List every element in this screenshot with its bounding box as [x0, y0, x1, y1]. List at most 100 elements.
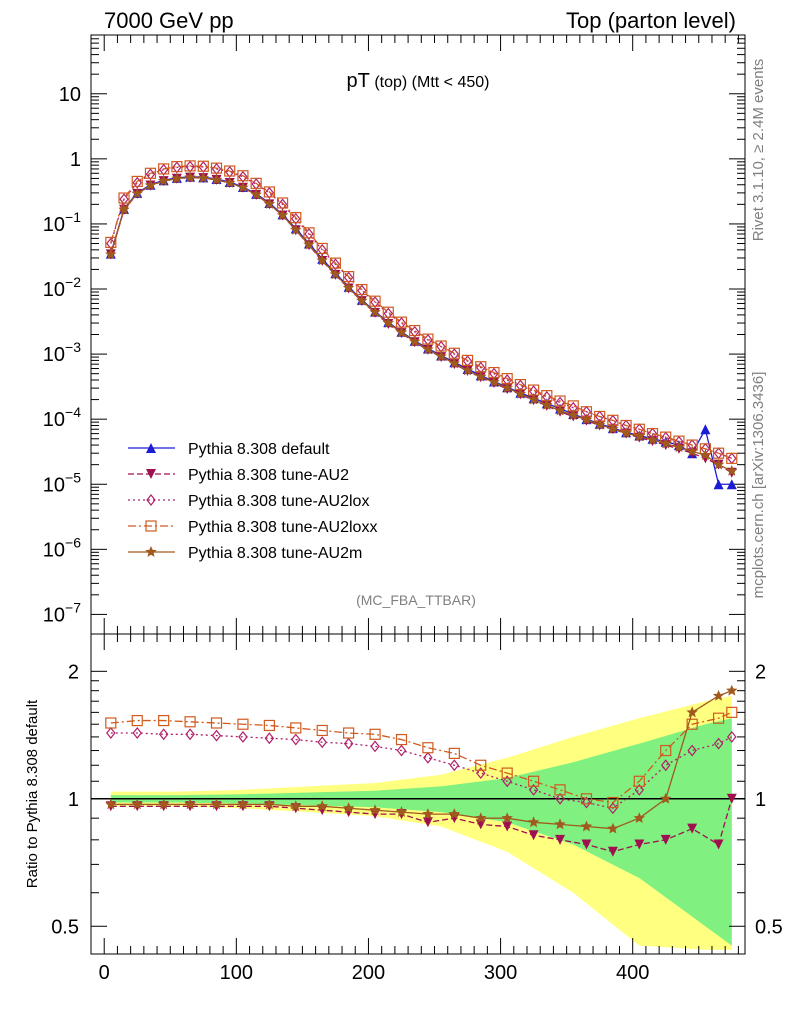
main-data-point	[263, 198, 276, 209]
main-data-point	[171, 172, 183, 184]
main-series-1	[105, 172, 737, 478]
main-title: pT (top) (Mtt < 450)	[347, 70, 490, 92]
main-data-point	[501, 382, 513, 393]
main-data-point	[131, 187, 143, 199]
ratio-data-point	[210, 798, 223, 810]
ratio-data-point	[396, 744, 407, 757]
ratio-data-point	[686, 718, 698, 730]
legend-entry-1: Pythia 8.308 tune-AU2	[128, 467, 349, 484]
ratio-data-point	[105, 717, 117, 729]
ratio-data-point	[660, 759, 671, 772]
ratio-data-point	[726, 684, 738, 696]
main-data-point	[118, 192, 130, 204]
main-data-point	[700, 424, 711, 435]
main-data-point	[726, 479, 737, 490]
ratio-data-point	[554, 784, 566, 796]
legend-label: Pythia 8.308 tune-AU2loxx	[188, 519, 377, 536]
main-series-2	[106, 160, 737, 465]
main-data-point	[713, 479, 724, 490]
legend-marker	[146, 494, 156, 506]
main-ytick-base: 10	[43, 214, 65, 236]
main-ytick-label: 10−1	[43, 209, 81, 236]
ratio-data-point	[211, 729, 222, 742]
main-data-point	[158, 175, 170, 186]
main-data-point	[316, 242, 328, 255]
ratio-ytick-label-left: 2	[68, 661, 79, 683]
main-data-point	[303, 238, 315, 250]
main-data-point	[409, 335, 421, 347]
ratio-data-point	[263, 798, 276, 810]
main-title-main: pT	[347, 70, 370, 92]
main-data-point	[290, 223, 302, 235]
ratio-data-point	[501, 812, 513, 823]
main-data-point	[291, 212, 301, 225]
ratio-data-point	[686, 706, 698, 718]
ratio-data-point	[184, 716, 196, 728]
ratio-data-point	[527, 816, 540, 828]
x-tick-label: 0	[99, 962, 110, 984]
ratio-data-point	[581, 796, 592, 809]
main-data-point	[409, 324, 421, 337]
ratio-uncertainty-bands	[91, 695, 745, 950]
ratio-ytick-label-right: 1	[755, 789, 766, 811]
ratio-data-point	[342, 802, 355, 814]
main-ytick-base: 10	[43, 279, 65, 301]
ratio-data-point	[555, 792, 565, 805]
main-data-point	[422, 343, 434, 355]
ratio-data-point	[423, 751, 433, 764]
ratio-data-point	[502, 775, 512, 788]
main-data-point	[144, 179, 157, 191]
main-data-point	[263, 186, 275, 198]
main-data-point	[105, 236, 117, 249]
main-data-point	[461, 364, 474, 376]
ratio-data-point	[316, 800, 328, 812]
main-ytick-base: 10	[43, 539, 65, 561]
ratio-data-point	[106, 727, 116, 739]
main-ytick-exponent: −2	[65, 274, 81, 290]
main-data-point	[329, 268, 342, 280]
ratio-series-line	[110, 732, 733, 809]
main-series-4	[105, 171, 738, 476]
main-series-line	[110, 165, 733, 459]
main-data-point	[171, 161, 183, 173]
main-data-point	[210, 173, 223, 185]
ratio-data-point	[634, 839, 645, 850]
main-data-point	[342, 281, 355, 293]
ratio-data-point	[528, 830, 539, 841]
main-series-group	[105, 160, 738, 490]
main-ytick-base: 10	[59, 84, 81, 106]
main-series-line	[110, 176, 733, 472]
main-data-point	[276, 197, 289, 209]
main-data-point	[276, 209, 289, 221]
ratio-data-point	[131, 714, 143, 727]
ratio-data-point	[158, 798, 170, 810]
main-data-point	[131, 175, 143, 188]
main-ytick-exponent: −5	[65, 469, 81, 485]
ratio-data-point	[316, 724, 328, 737]
ratio-data-point	[343, 727, 355, 739]
ratio-data-point	[369, 728, 381, 740]
main-data-point	[343, 271, 355, 283]
main-data-point	[369, 306, 381, 318]
main-data-point	[197, 160, 209, 172]
main-ytick-base: 10	[43, 474, 65, 496]
main-data-point	[237, 181, 249, 193]
main-series-line	[110, 165, 733, 459]
ratio-y-axis-label: Ratio to Pythia 8.308 default	[24, 699, 41, 888]
ratio-data-point	[608, 802, 618, 815]
ratio-data-point	[131, 798, 143, 810]
main-ytick-exponent: −6	[65, 534, 81, 550]
main-data-point	[356, 283, 368, 296]
ratio-data-point	[185, 728, 195, 741]
main-data-point	[356, 294, 368, 306]
main-data-point	[224, 176, 236, 188]
ratio-data-point	[555, 834, 566, 845]
ratio-data-point	[727, 730, 737, 743]
main-ytick-label: 10−5	[43, 469, 81, 496]
x-tick-label: 100	[220, 962, 253, 984]
ratio-series-group	[105, 684, 738, 857]
ratio-data-point	[317, 736, 327, 749]
main-data-point	[620, 427, 632, 438]
main-ytick-label: 10−6	[43, 534, 81, 561]
